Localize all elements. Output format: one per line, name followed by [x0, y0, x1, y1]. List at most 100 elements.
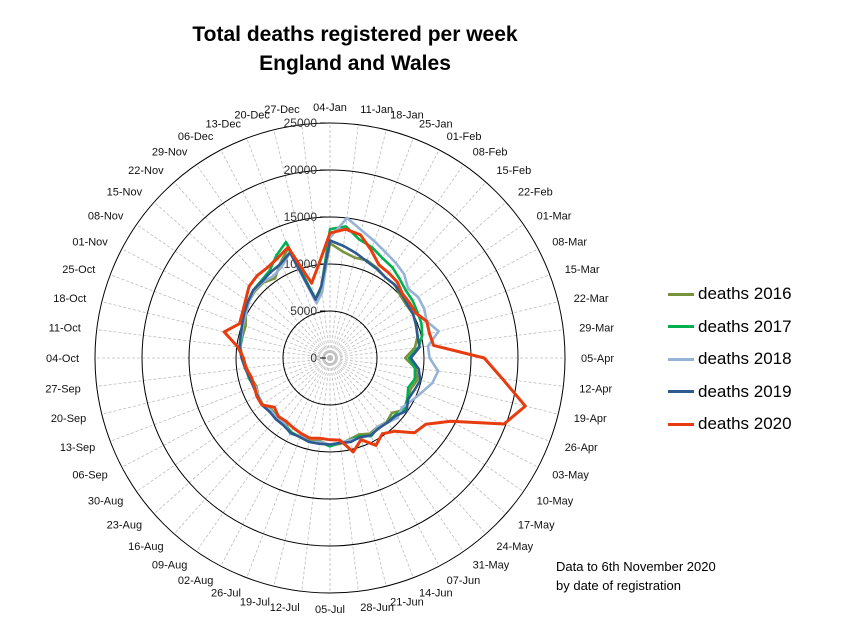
category-label: 11-Jan — [360, 104, 393, 116]
category-label: 18-Jan — [390, 109, 424, 121]
spoke-line — [329, 357, 487, 535]
category-label: 22-Feb — [518, 187, 553, 199]
category-label: 01-Feb — [447, 131, 482, 143]
spoke-line — [329, 124, 359, 359]
spoke-line — [329, 357, 550, 442]
category-label: 05-Jul — [315, 604, 345, 616]
spoke-line — [220, 357, 331, 567]
category-label: 29-Mar — [579, 323, 614, 335]
spoke-line — [329, 357, 559, 415]
spoke-line — [110, 274, 331, 359]
spoke-line — [329, 274, 550, 359]
category-label: 15-Mar — [565, 264, 600, 276]
spoke-line — [329, 357, 564, 387]
grid-ring — [94, 122, 566, 594]
category-label: 26-Jul — [211, 588, 241, 600]
legend-swatch — [668, 292, 694, 296]
spoke-line — [329, 164, 464, 359]
category-label: 05-Apr — [581, 353, 614, 365]
spoke-line — [329, 329, 564, 359]
spoke-line — [136, 357, 331, 492]
category-label: 08-Mar — [552, 236, 587, 248]
spoke-line — [329, 357, 440, 567]
category-label: 11-Oct — [49, 323, 81, 335]
spoke-line — [329, 357, 539, 468]
spoke-line — [96, 357, 331, 387]
grid-ring — [282, 310, 378, 406]
chart-title-line-1: Total deaths registered per week — [192, 23, 518, 46]
spoke-line — [273, 357, 331, 587]
spoke-line — [329, 301, 559, 359]
spoke-line — [121, 248, 331, 359]
category-label: 30-Aug — [88, 496, 123, 508]
legend-label: deaths 2016 — [698, 284, 792, 304]
category-label: 12-Apr — [579, 383, 612, 395]
legend-label: deaths 2019 — [698, 381, 792, 401]
spoke-line — [301, 357, 331, 592]
spoke-line — [173, 357, 331, 535]
spoke-line — [329, 357, 414, 578]
spoke-line — [329, 357, 464, 552]
category-label: 19-Jul — [240, 597, 270, 609]
legend-item: deaths 2017 — [668, 311, 792, 344]
grid-ring — [141, 169, 519, 547]
category-label: 02-Aug — [178, 575, 213, 587]
category-label: 25-Jan — [419, 118, 453, 130]
spoke-line — [329, 357, 507, 515]
category-label: 13-Dec — [206, 118, 242, 130]
radial-tick-label: 0 — [310, 351, 317, 365]
spoke-line — [196, 164, 331, 359]
category-label: 21-Jun — [390, 597, 424, 609]
category-label: 31-May — [473, 560, 510, 572]
category-label: 18-Oct — [53, 293, 86, 305]
legend-swatch — [668, 390, 694, 394]
category-label: 07-Jun — [447, 575, 481, 587]
legend-swatch — [668, 325, 694, 329]
spoke-line — [220, 149, 331, 359]
spoke-line — [136, 224, 331, 359]
radial-tick-label: 20000 — [284, 163, 318, 177]
spoke-line — [329, 129, 387, 359]
spoke-line — [329, 224, 524, 359]
category-label: 12-Jul — [270, 602, 300, 614]
category-label: 01-Mar — [537, 210, 572, 222]
grid-ring — [188, 216, 472, 500]
spoke-line — [301, 124, 331, 359]
spoke-line — [173, 181, 331, 359]
legend-item: deaths 2016 — [668, 278, 792, 311]
data-note: Data to 6th November 2020 by date of reg… — [556, 557, 716, 595]
category-label: 14-Jun — [419, 588, 453, 600]
legend-item: deaths 2018 — [668, 343, 792, 376]
spoke-line — [101, 301, 331, 359]
category-label: 13-Sep — [60, 442, 95, 454]
spoke-line — [153, 201, 331, 359]
category-label: 16-Aug — [128, 541, 163, 553]
spoke-line — [101, 357, 331, 415]
grid-ring — [235, 263, 425, 453]
legend-label: deaths 2018 — [698, 349, 792, 369]
legend-label: deaths 2017 — [698, 316, 792, 336]
category-label: 10-May — [537, 496, 574, 508]
spoke-line — [329, 248, 539, 359]
category-label: 08-Feb — [473, 146, 508, 158]
legend-swatch — [668, 422, 694, 426]
category-label: 04-Oct — [46, 353, 79, 365]
chart-title-line-2: England and Wales — [259, 52, 451, 75]
category-label: 01-Nov — [72, 236, 108, 248]
spoke-line — [273, 129, 331, 359]
spoke-line — [329, 357, 387, 587]
category-label: 29-Nov — [152, 146, 188, 158]
category-label: 28-Jun — [360, 602, 394, 614]
spoke-line — [96, 329, 331, 359]
spoke-line — [329, 181, 487, 359]
category-label: 17-May — [518, 519, 555, 531]
category-label: 06-Sep — [72, 470, 107, 482]
category-label: 23-Aug — [107, 519, 142, 531]
spoke-line — [110, 357, 331, 442]
category-label: 25-Oct — [62, 264, 95, 276]
spoke-line — [246, 357, 331, 578]
spoke-line — [153, 357, 331, 515]
spoke-line — [329, 149, 440, 359]
spoke-line — [196, 357, 331, 552]
